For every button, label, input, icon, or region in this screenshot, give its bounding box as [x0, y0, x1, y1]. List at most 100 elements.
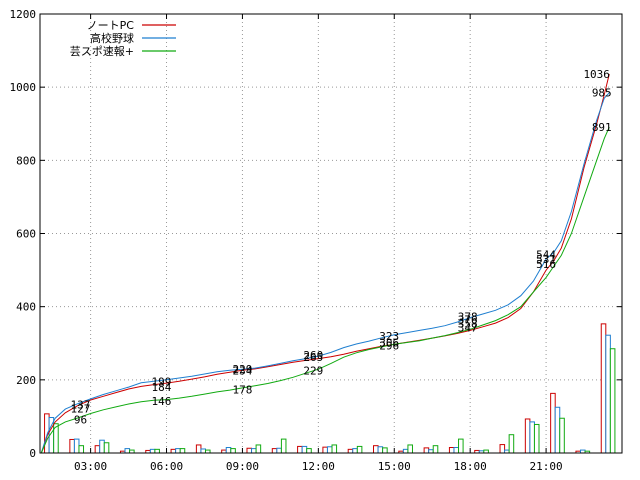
hourly-bar	[533, 423, 540, 454]
hourly-bar	[554, 406, 561, 454]
data-label: 516	[536, 258, 556, 271]
cumulative-lines	[40, 73, 610, 454]
hourly-bar	[276, 447, 282, 454]
hourly-bar	[609, 348, 616, 454]
hourly-bar	[373, 445, 379, 454]
hourly-bar	[99, 439, 105, 454]
data-label: 96	[74, 414, 87, 427]
hourly-bar	[170, 448, 177, 454]
data-label: 199	[152, 376, 172, 389]
hourly-bar	[402, 448, 409, 454]
hourly-bar	[458, 438, 464, 454]
annotations: 1371279619918414622923417826026522932330…	[71, 68, 612, 427]
hourly-bar	[382, 447, 388, 454]
axes: 0 200 400 600 800 1000 1200 03:00 06:00 09:00 12:0…	[10, 8, 623, 473]
hourly-bar	[347, 448, 354, 454]
data-label: 127	[71, 402, 91, 415]
hourly-bar	[499, 444, 506, 454]
y-tick-label: 800	[16, 154, 36, 167]
hourly-bar	[94, 445, 101, 454]
hourly-bar	[230, 448, 236, 454]
hourly-bar	[326, 446, 333, 454]
data-label: 531	[536, 253, 556, 266]
data-label: 891	[592, 121, 612, 134]
data-label: 296	[379, 339, 399, 352]
hourly-bar	[175, 448, 181, 454]
data-label: 234	[232, 364, 252, 377]
hourly-bar	[301, 445, 308, 454]
data-label: 306	[379, 337, 399, 350]
data-label: 544	[536, 248, 556, 261]
hourly-bar	[600, 323, 607, 454]
hourly-bar	[432, 445, 439, 454]
x-tick-label: 15:00	[378, 460, 411, 473]
hourly-bar	[322, 446, 328, 454]
hourly-bar	[559, 417, 565, 454]
data-label: 323	[379, 330, 399, 343]
hourly-bars	[44, 323, 616, 454]
hourly-bar	[377, 446, 384, 454]
hourly-bar	[453, 447, 460, 454]
data-label: 184	[152, 381, 172, 394]
y-tick-label: 600	[16, 228, 36, 241]
hourly-bar	[297, 445, 303, 454]
hourly-bar	[195, 444, 202, 454]
legend-label: 芸スポ速報+	[70, 45, 134, 58]
data-label: 1036	[583, 68, 610, 81]
data-label: 178	[232, 383, 252, 396]
hourly-bar	[149, 448, 156, 454]
hourly-bar	[524, 418, 531, 454]
hourly-bar	[246, 447, 253, 454]
series-line	[40, 73, 610, 454]
hourly-bar	[271, 448, 278, 454]
y-tick-label: 200	[16, 374, 36, 387]
data-label: 137	[71, 399, 91, 412]
y-tick-label: 1200	[10, 8, 37, 21]
y-tick-label: 400	[16, 301, 36, 314]
series-line	[40, 126, 610, 454]
hourly-bar	[448, 447, 455, 454]
hourly-bar	[154, 448, 160, 454]
series-line	[40, 92, 610, 454]
hourly-bar	[423, 447, 430, 454]
hourly-bar	[407, 444, 413, 454]
y-tick-label: 0	[29, 447, 36, 460]
legend-label: ノートPC	[87, 19, 135, 32]
x-tick-label: 09:00	[226, 460, 259, 473]
hourly-bar	[225, 447, 232, 454]
hourly-bar	[508, 434, 515, 454]
hourly-bar	[78, 445, 85, 454]
data-label: 358	[458, 317, 478, 330]
hourly-bar	[306, 448, 312, 454]
legend-label: 高校野球	[90, 31, 134, 45]
x-tick-label: 18:00	[454, 460, 487, 473]
plot-frame	[39, 13, 623, 454]
data-label: 260	[303, 349, 323, 362]
hourly-bar	[124, 448, 131, 454]
hourly-bar	[331, 444, 338, 454]
data-label: 229	[303, 364, 323, 377]
grid	[40, 14, 622, 453]
data-label: 378	[458, 311, 478, 324]
hourly-bar	[73, 438, 80, 454]
x-tick-label: 12:00	[302, 460, 335, 473]
hourly-bar	[103, 442, 110, 454]
data-label: 265	[303, 351, 323, 364]
data-label: 985	[592, 87, 612, 100]
hourly-bar	[280, 438, 287, 454]
x-tick-label: 21:00	[530, 460, 563, 473]
data-label: 146	[152, 395, 172, 408]
hourly-bar	[605, 334, 611, 454]
hourly-bar	[529, 421, 535, 454]
hourly-bar	[200, 448, 206, 454]
x-tick-label: 06:00	[150, 460, 183, 473]
y-tick-label: 1000	[10, 81, 37, 94]
hourly-bar	[255, 444, 262, 454]
hourly-bar	[352, 448, 358, 454]
data-label: 376	[458, 313, 478, 326]
hourly-bar	[179, 448, 186, 454]
x-tick-label: 03:00	[74, 460, 107, 473]
